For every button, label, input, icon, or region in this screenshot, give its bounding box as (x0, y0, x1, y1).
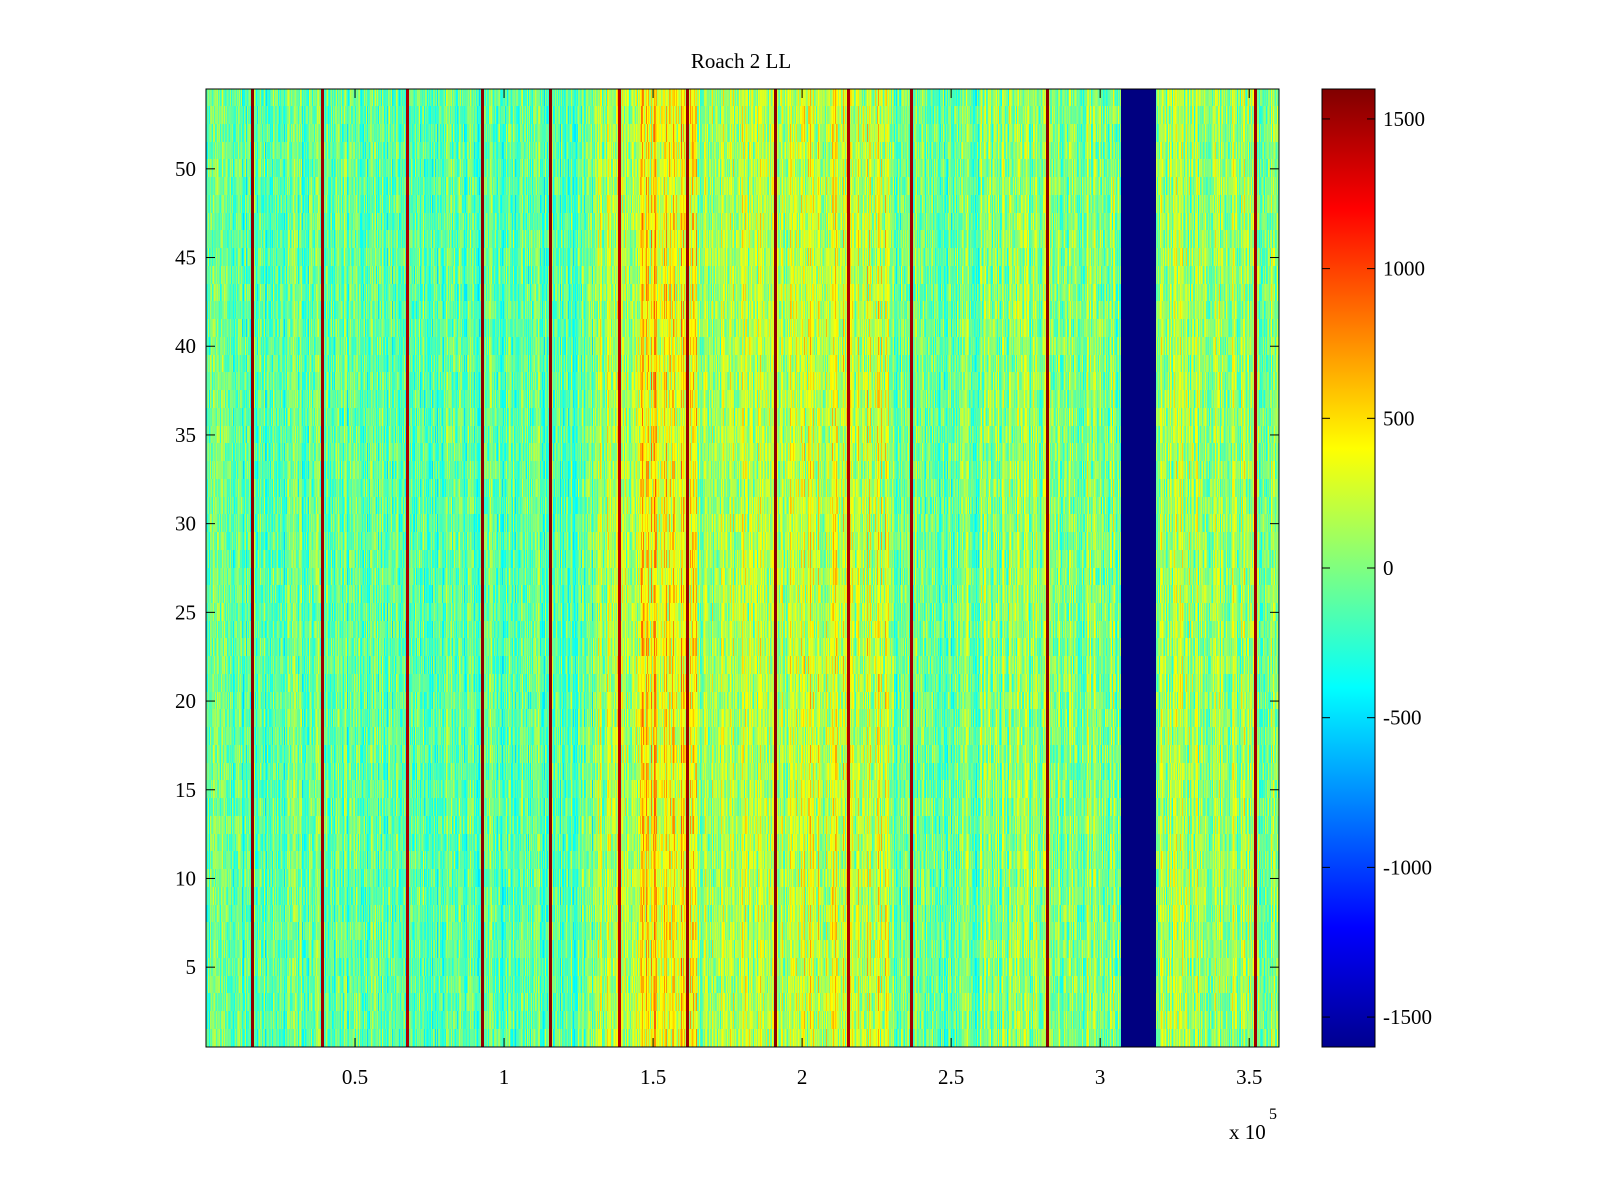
colorbar-tick-label: -500 (1383, 706, 1422, 730)
y-tick-label: 40 (175, 334, 196, 358)
colorbar-axis: -1500 -1000 -500 0 500 1000 1500 (1322, 107, 1432, 1029)
x-tick-label: 1 (499, 1065, 510, 1089)
colorbar-tick-label: 0 (1383, 556, 1394, 580)
y-tick-label: 30 (175, 512, 196, 536)
x-tick-label: 3 (1095, 1065, 1106, 1089)
x-tick-label: 3.5 (1236, 1065, 1262, 1089)
y-tick-label: 25 (175, 600, 196, 624)
y-tick-label: 15 (175, 778, 196, 802)
chart-title: Roach 2 LL (691, 49, 791, 73)
y-tick-label: 50 (175, 157, 196, 181)
x-tick-label: 2.5 (938, 1065, 964, 1089)
colorbar-tick-label: 1500 (1383, 107, 1425, 131)
plot-frame (205, 88, 1280, 1048)
x-tick-label: 2 (797, 1065, 808, 1089)
x-exponent-power: 5 (1269, 1106, 1277, 1123)
x-axis: 0.5 1 1.5 2 2.5 3 3.5 (342, 89, 1262, 1089)
colorbar-tick-label: -1000 (1383, 855, 1432, 879)
y-axis: 5 10 15 20 25 30 35 40 45 50 (175, 157, 1279, 979)
y-tick-label: 45 (175, 246, 196, 270)
heatmap-image (206, 89, 1279, 1047)
x-exponent-label: x 10 (1229, 1120, 1266, 1144)
y-tick-label: 5 (186, 955, 197, 979)
colorbar-tick-label: 1000 (1383, 257, 1425, 281)
colorbar-tick-label: -1500 (1383, 1005, 1432, 1029)
y-tick-label: 10 (175, 866, 196, 890)
x-tick-label: 1.5 (640, 1065, 666, 1089)
y-tick-label: 35 (175, 423, 196, 447)
x-tick-label: 0.5 (342, 1065, 368, 1089)
colorbar-tick-label: 500 (1383, 406, 1415, 430)
y-tick-label: 20 (175, 689, 196, 713)
